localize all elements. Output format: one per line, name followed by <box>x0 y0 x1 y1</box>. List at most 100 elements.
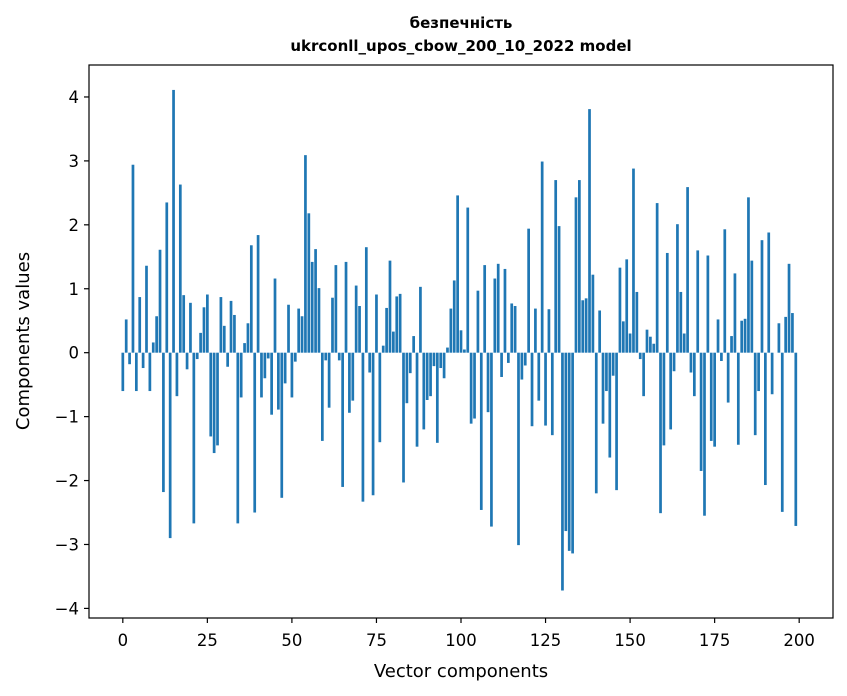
bar-71 <box>361 352 365 502</box>
bar-140 <box>594 352 598 494</box>
x-tick-label: 200 <box>783 631 815 650</box>
bar-79 <box>388 260 392 353</box>
bar-125 <box>544 352 547 426</box>
bar-76 <box>378 352 382 443</box>
bar-19 <box>185 352 189 370</box>
bar-172 <box>703 352 706 516</box>
bar-121 <box>530 352 534 427</box>
bar-145 <box>611 352 615 376</box>
x-axis-ticks: 0 25 50 75 100 125 150 175 200 <box>118 618 815 650</box>
bar-43 <box>266 352 270 359</box>
bar-93 <box>435 352 439 443</box>
bar-56 <box>310 261 314 353</box>
bar-148 <box>621 321 625 353</box>
x-tick-label: 125 <box>530 631 562 650</box>
bar-106 <box>479 352 483 510</box>
bar-189 <box>760 240 764 353</box>
bar-59 <box>320 352 324 441</box>
bar-60 <box>324 352 328 361</box>
y-tick-label: −4 <box>55 599 79 618</box>
bar-152 <box>635 291 639 353</box>
bar-157 <box>652 343 656 353</box>
bar-118 <box>520 352 524 380</box>
bar-190 <box>764 352 767 486</box>
bar-42 <box>263 352 267 379</box>
bar-132 <box>567 352 571 551</box>
x-axis-label: Vector components <box>374 661 548 682</box>
y-tick-label: 3 <box>69 152 80 171</box>
bar-181 <box>733 273 737 353</box>
bar-23 <box>199 332 202 353</box>
bar-66 <box>344 261 348 353</box>
bar-164 <box>676 224 679 353</box>
bar-129 <box>557 226 561 353</box>
bar-26 <box>209 352 213 437</box>
bar-13 <box>165 202 169 353</box>
bar-170 <box>696 250 700 353</box>
bar-100 <box>459 330 463 353</box>
bar-101 <box>463 349 466 353</box>
x-tick-label: 25 <box>197 631 218 650</box>
x-tick-label: 175 <box>699 631 731 650</box>
y-tick-label: −3 <box>55 535 79 554</box>
bar-174 <box>709 352 713 441</box>
bar-22 <box>195 352 199 360</box>
bar-75 <box>375 294 378 353</box>
bar-82 <box>398 293 402 353</box>
bar-87 <box>415 352 419 447</box>
bar-134 <box>574 197 578 353</box>
bar-74 <box>371 352 375 496</box>
bar-44 <box>270 352 273 415</box>
bar-130 <box>561 352 564 591</box>
bar-176 <box>716 319 720 353</box>
bar-127 <box>550 352 554 436</box>
bar-139 <box>591 274 595 353</box>
bar-40 <box>256 235 260 353</box>
bar-10 <box>155 316 158 353</box>
bar-20 <box>189 302 192 353</box>
bar-21 <box>192 352 196 524</box>
bar-178 <box>723 229 727 353</box>
bar-28 <box>216 352 219 446</box>
bar-156 <box>649 336 652 353</box>
bar-12 <box>162 352 165 493</box>
bar-47 <box>280 352 284 498</box>
bar-111 <box>496 263 500 353</box>
bar-15 <box>172 89 175 353</box>
bar-182 <box>736 352 740 445</box>
bar-57 <box>314 249 317 353</box>
bar-54 <box>304 155 307 353</box>
bar-104 <box>473 352 476 419</box>
bar-88 <box>419 286 422 353</box>
bar-99 <box>456 195 459 353</box>
bar-163 <box>672 352 676 372</box>
bar-161 <box>665 252 669 353</box>
bar-138 <box>588 109 591 353</box>
bar-107 <box>483 265 487 353</box>
bar-6 <box>141 352 145 369</box>
bar-27 <box>212 352 216 454</box>
bar-188 <box>757 352 760 392</box>
bar-36 <box>243 343 246 353</box>
bar-144 <box>608 352 612 458</box>
bar-197 <box>787 263 791 353</box>
bar-167 <box>686 187 689 353</box>
bar-131 <box>564 352 568 532</box>
bar-94 <box>439 352 443 369</box>
bar-62 <box>331 297 334 353</box>
y-tick-label: −1 <box>55 408 79 427</box>
bar-112 <box>500 352 503 377</box>
bar-159 <box>659 352 662 514</box>
bar-143 <box>605 352 608 392</box>
bar-73 <box>368 352 372 373</box>
bar-98 <box>452 280 456 353</box>
bar-141 <box>598 310 602 353</box>
bar-49 <box>287 304 290 353</box>
bar-91 <box>429 352 432 397</box>
x-tick-label: 75 <box>366 631 387 650</box>
bar-196 <box>784 316 788 353</box>
bar-105 <box>476 290 480 353</box>
bar-162 <box>669 352 673 430</box>
bar-31 <box>226 352 230 367</box>
bar-168 <box>689 352 693 373</box>
